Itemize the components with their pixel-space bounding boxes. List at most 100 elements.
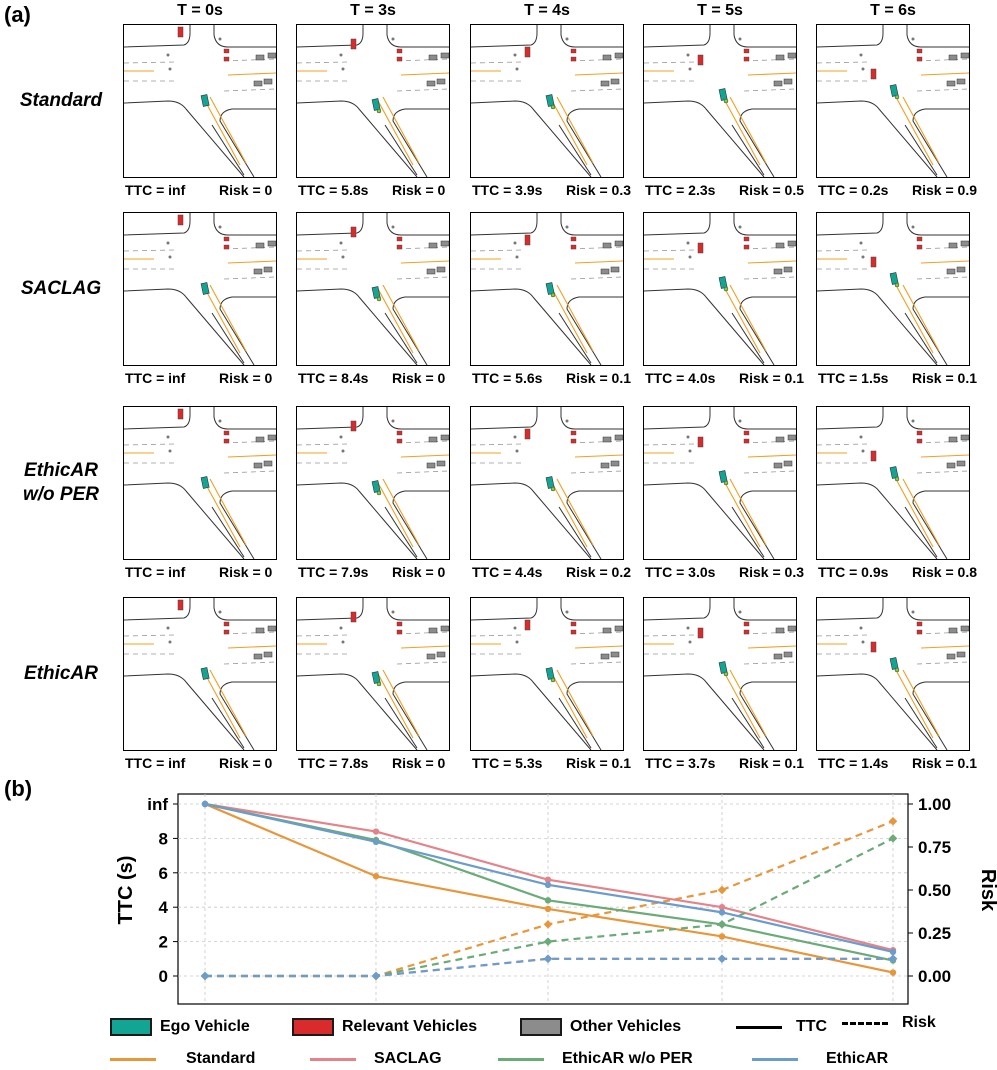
- legend-ego-swatch: [110, 1018, 152, 1036]
- other-vehicles: [339, 37, 449, 87]
- series-standard: [200, 800, 898, 981]
- road-edges: [124, 213, 276, 365]
- scene-map: [471, 407, 623, 559]
- left-tick-label: 6: [159, 864, 168, 883]
- y-axis-right-label: Risk: [977, 869, 997, 912]
- risk-value: Risk = 0: [219, 370, 273, 386]
- scene-map: [817, 25, 969, 177]
- legend-other-vehicles: Other Vehicles: [520, 1018, 681, 1036]
- relevant-vehicles: [177, 408, 230, 444]
- risk-value: Risk = 0.1: [739, 755, 804, 771]
- legend-other-swatch: [520, 1018, 562, 1036]
- relevant-vehicles: [350, 420, 403, 444]
- other-vehicles: [686, 37, 796, 87]
- center-lines: [817, 452, 969, 548]
- scene-map: [124, 213, 276, 365]
- legend-ego-label: Ego Vehicle: [160, 1018, 250, 1035]
- relevant-vehicles: [870, 621, 923, 653]
- scene-metrics: TTC = 1.5s Risk = 0.1: [818, 370, 977, 386]
- risk-point: [888, 834, 898, 843]
- other-vehicles: [859, 225, 969, 275]
- ego-vehicle: [718, 276, 729, 292]
- center-lines: [471, 258, 623, 354]
- ttc-point: [544, 897, 552, 904]
- relevant-vehicles: [870, 236, 923, 268]
- other-vehicles: [859, 610, 969, 660]
- ego-vehicle: [200, 476, 210, 489]
- scene-metrics: TTC = 3.7s Risk = 0.1: [645, 755, 804, 771]
- risk-value: Risk = 0.1: [566, 755, 631, 771]
- ttc-point: [718, 904, 726, 911]
- scene-thumbnail: [470, 212, 624, 366]
- scene-metrics: TTC = 5.6s Risk = 0.1: [472, 370, 631, 386]
- left-tick-label: 0: [159, 967, 168, 986]
- scene-map: [124, 598, 276, 750]
- ttc-point: [718, 909, 726, 916]
- legend-ttc-line: [736, 1025, 782, 1029]
- relevant-vehicles: [350, 611, 403, 635]
- ego-vehicle: [718, 470, 729, 486]
- time-label: T = 0s: [177, 2, 223, 19]
- relevant-vehicles: [697, 621, 750, 639]
- ttc-value: TTC = inf: [125, 182, 186, 198]
- ego-vehicle: [200, 282, 210, 295]
- right-tick-label: 0.00: [918, 967, 951, 986]
- legend-saclag: SACLAG: [310, 1050, 442, 1068]
- scene-map: [817, 407, 969, 559]
- series-ethicar: [200, 800, 898, 981]
- scene-map: [644, 25, 796, 177]
- legend-ethicar-wo-per-line: [498, 1057, 544, 1061]
- other-vehicles: [166, 37, 276, 87]
- ego-vehicle: [545, 94, 556, 110]
- center-lines: [644, 258, 796, 354]
- ttc-line: [204, 802, 894, 974]
- legend-standard: Standard: [110, 1050, 255, 1068]
- other-vehicles: [686, 225, 796, 275]
- scene-metrics: TTC = 2.3s Risk = 0.5: [645, 182, 804, 198]
- legend-risk: Risk: [842, 1014, 936, 1032]
- method-label: EthicAR w/o PER: [0, 459, 122, 507]
- risk-point: [543, 937, 553, 946]
- ego-vehicle: [545, 282, 556, 298]
- center-lines: [644, 643, 796, 739]
- road-edges: [817, 407, 969, 559]
- ttc-value: TTC = 0.9s: [818, 564, 889, 580]
- time-label: T = 4s: [524, 2, 570, 19]
- risk-value: Risk = 0: [392, 182, 446, 198]
- scene-thumbnail: [470, 597, 624, 751]
- legend-saclag-label: SACLAG: [374, 1050, 442, 1067]
- other-vehicles: [166, 610, 276, 660]
- road-edges: [297, 213, 449, 365]
- ttc-point: [372, 838, 380, 846]
- legend-ttc-label: TTC: [796, 1018, 828, 1035]
- risk-value: Risk = 0.1: [912, 370, 977, 386]
- right-tick-label: 0.50: [918, 881, 951, 900]
- legend-ethicar-wo-per: EthicAR w/o PER: [498, 1050, 693, 1068]
- ego-vehicle: [718, 661, 729, 677]
- scene-metrics: TTC = 5.3s Risk = 0.1: [472, 755, 631, 771]
- legend-standard-line: [110, 1057, 156, 1061]
- relevant-vehicles: [177, 214, 230, 250]
- ttc-value: TTC = inf: [125, 564, 186, 580]
- risk-point: [371, 971, 381, 981]
- relevant-vehicles: [524, 234, 577, 250]
- ttc-value: TTC = 1.5s: [818, 370, 889, 386]
- method-label-line: w/o PER: [22, 484, 99, 505]
- center-lines: [644, 70, 796, 166]
- other-vehicles: [513, 419, 623, 469]
- risk-value: Risk = 0: [392, 370, 446, 386]
- scene-metrics: TTC = inf Risk = 0: [125, 182, 272, 198]
- risk-value: Risk = 0.1: [566, 370, 631, 386]
- ttc-value: TTC = 5.3s: [472, 755, 543, 771]
- road-edges: [644, 598, 796, 750]
- scene-map: [644, 213, 796, 365]
- relevant-vehicles: [177, 26, 230, 62]
- method-label: SACLAG: [0, 277, 122, 301]
- relevant-vehicles: [350, 38, 403, 62]
- risk-point: [717, 954, 727, 964]
- legend-ethicar-wo-per-label: EthicAR w/o PER: [562, 1050, 693, 1067]
- relevant-vehicles: [524, 46, 577, 62]
- risk-point: [717, 885, 727, 895]
- center-lines: [297, 258, 449, 354]
